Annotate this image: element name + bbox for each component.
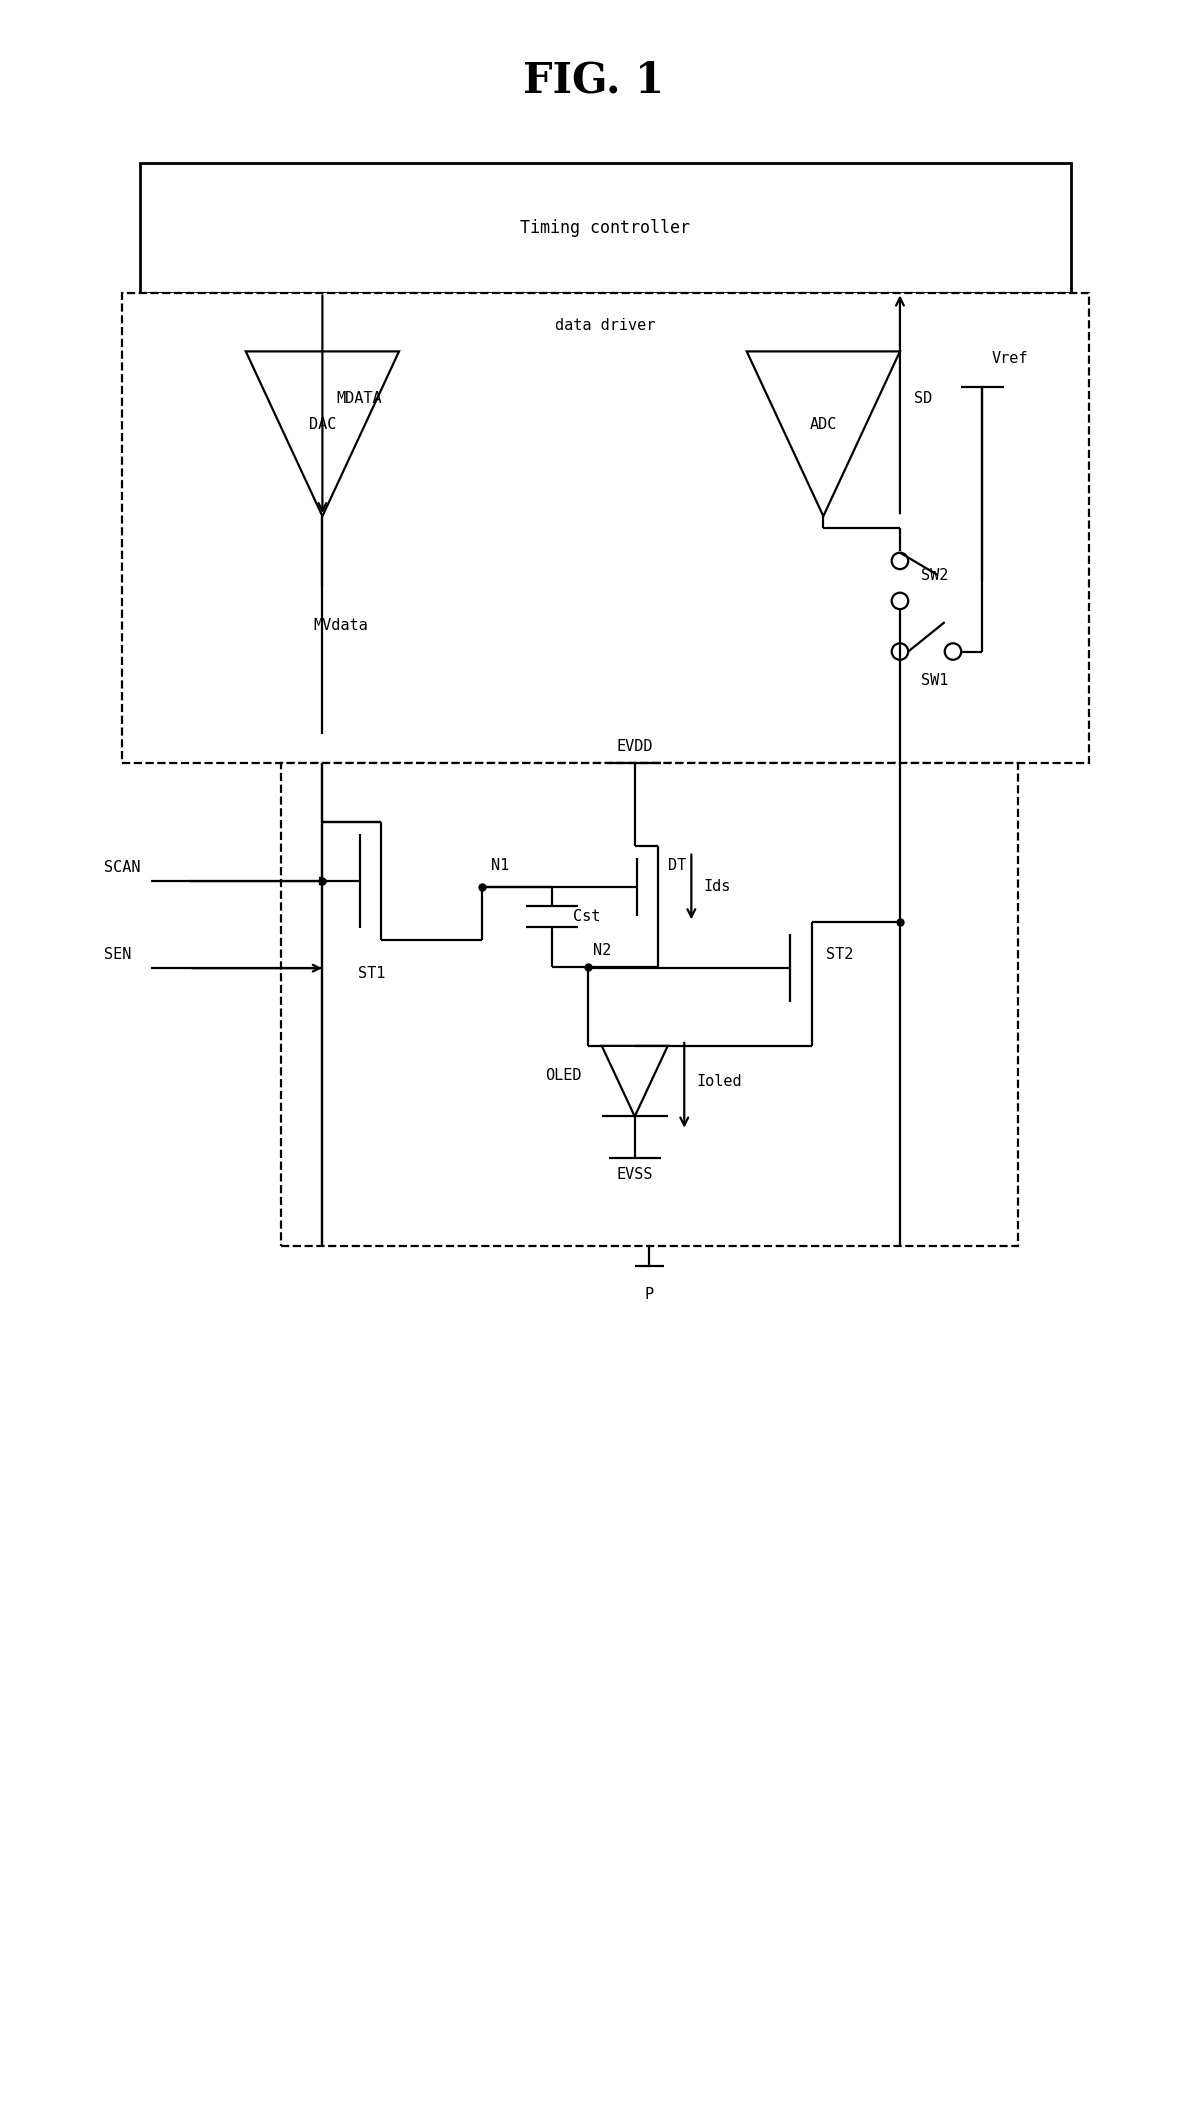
Text: N1: N1 <box>491 857 509 872</box>
Text: MDATA: MDATA <box>337 391 382 406</box>
Text: DAC: DAC <box>309 417 336 432</box>
Polygon shape <box>602 1046 668 1117</box>
Text: Ioled: Ioled <box>696 1074 742 1089</box>
Bar <box>122 294 1088 764</box>
Text: OLED: OLED <box>545 1068 582 1083</box>
Text: EVSS: EVSS <box>616 1168 653 1183</box>
Text: data driver: data driver <box>556 319 655 334</box>
Bar <box>281 764 1017 1246</box>
Text: N2: N2 <box>594 942 611 957</box>
Text: MVdata: MVdata <box>313 619 368 634</box>
Text: SD: SD <box>914 391 932 406</box>
Polygon shape <box>747 351 900 517</box>
Text: Cst: Cst <box>573 908 601 923</box>
Text: Timing controller: Timing controller <box>520 219 691 236</box>
Text: SW1: SW1 <box>921 674 948 689</box>
Text: SEN: SEN <box>104 947 132 961</box>
Text: ST1: ST1 <box>358 966 386 981</box>
Text: Vref: Vref <box>992 351 1028 366</box>
Text: EVDD: EVDD <box>616 738 653 753</box>
Bar <box>140 164 1071 294</box>
Text: SCAN: SCAN <box>104 859 141 874</box>
Text: SW2: SW2 <box>921 568 948 583</box>
Text: ST2: ST2 <box>826 947 853 961</box>
Text: FIG. 1: FIG. 1 <box>523 60 664 102</box>
Text: Ids: Ids <box>703 878 730 895</box>
Text: DT: DT <box>668 857 686 872</box>
Polygon shape <box>246 351 399 517</box>
Text: P: P <box>645 1287 654 1302</box>
Text: ADC: ADC <box>810 417 837 432</box>
